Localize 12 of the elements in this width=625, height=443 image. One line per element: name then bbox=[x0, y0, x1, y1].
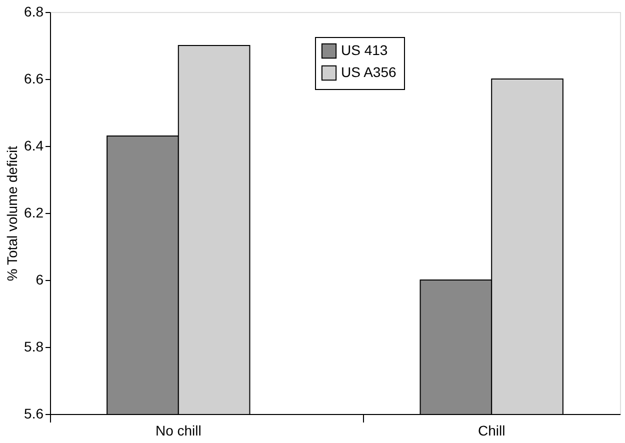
y-tick-label: 6.8 bbox=[24, 4, 44, 20]
y-axis-title: % Total volume deficit bbox=[4, 146, 20, 282]
y-tick-label: 6.4 bbox=[24, 138, 44, 154]
y-tick-label: 5.6 bbox=[24, 406, 44, 422]
legend-label: US A356 bbox=[341, 64, 396, 80]
y-tick-label: 6.2 bbox=[24, 204, 44, 220]
y-tick-label: 5.8 bbox=[24, 338, 44, 354]
x-tick-label: No chill bbox=[155, 422, 202, 438]
legend-label: US 413 bbox=[341, 42, 388, 58]
y-tick-label: 6.6 bbox=[24, 70, 44, 86]
y-tick-label: 6 bbox=[36, 272, 44, 288]
x-tick-label: Chill bbox=[478, 422, 506, 438]
